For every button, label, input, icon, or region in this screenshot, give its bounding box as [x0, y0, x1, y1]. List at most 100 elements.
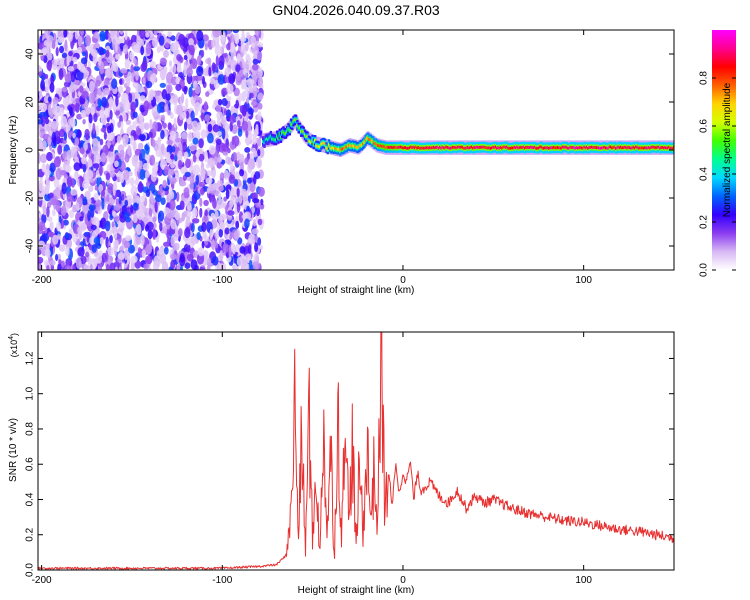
heatmap-cell: [226, 95, 232, 102]
heatmap-cell: [133, 191, 137, 204]
heatmap-cell: [281, 131, 284, 135]
heatmap-cell: [211, 39, 216, 48]
heatmap-cell: [368, 138, 371, 141]
heatmap-cell: [230, 186, 235, 198]
heatmap-cell: [92, 144, 99, 156]
heatmap-cell: [630, 146, 633, 150]
heatmap-cell: [140, 63, 147, 72]
heatmap-cell: [165, 151, 171, 164]
heatmap-cell: [99, 30, 106, 42]
heatmap-cell: [626, 146, 629, 150]
heatmap-cell: [229, 160, 234, 173]
heatmap-cell: [97, 56, 102, 66]
heatmap-cell: [243, 261, 249, 270]
heatmap-cell: [378, 144, 381, 148]
heatmap-cell: [210, 212, 216, 219]
heatmap-cell: [65, 258, 73, 267]
heatmap-cell: [201, 49, 205, 58]
heatmap-cell: [217, 156, 222, 163]
heatmap-cell: [88, 204, 96, 212]
heatmap-cell: [204, 42, 208, 51]
heatmap-cell: [109, 234, 113, 244]
y-tick-label: 0.6: [25, 457, 36, 471]
heatmap-cell: [229, 174, 236, 184]
heatmap-cell: [474, 146, 477, 150]
heatmap-cell: [47, 96, 52, 103]
heatmap-cell: [53, 156, 61, 168]
heatmap-cell: [611, 146, 614, 150]
heatmap-cell: [184, 262, 191, 270]
heatmap-cell: [484, 146, 487, 149]
heatmap-cell: [440, 146, 443, 150]
heatmap-cell: [138, 181, 143, 192]
heatmap-cell: [68, 106, 73, 116]
heatmap-cell: [403, 146, 407, 150]
y-tick-label: 1.2: [25, 351, 36, 365]
heatmap-cell: [144, 170, 150, 178]
heatmap-cell: [257, 111, 262, 123]
x-tick-label: 100: [575, 575, 592, 586]
heatmap-cell: [142, 162, 150, 171]
heatmap-cell: [175, 83, 182, 92]
heatmap-cell: [170, 253, 177, 260]
heatmap-cell: [554, 146, 557, 150]
heatmap-cell: [152, 121, 158, 133]
heatmap-cell: [237, 128, 243, 137]
heatmap-cell: [225, 156, 232, 165]
heatmap-cell: [402, 146, 405, 150]
heatmap-cell: [206, 264, 211, 270]
heatmap-cell: [638, 146, 642, 150]
x-tick-label: -200: [32, 575, 52, 586]
heatmap-cell: [238, 69, 244, 78]
heatmap-cell: [177, 150, 183, 161]
heatmap-cell: [50, 74, 55, 85]
heatmap-cell: [38, 41, 44, 50]
heatmap-cell: [394, 145, 398, 149]
heatmap-cell: [375, 143, 379, 147]
heatmap-cell: [173, 50, 178, 57]
heatmap-cell: [205, 65, 209, 77]
heatmap-cell: [248, 158, 256, 170]
heatmap-cell: [86, 233, 90, 243]
heatmap-cell: [170, 153, 175, 160]
heatmap-cell: [257, 218, 263, 226]
heatmap-cell: [159, 44, 164, 52]
heatmap-cell: [130, 204, 134, 214]
heatmap-cell: [191, 236, 197, 246]
heatmap-cell: [197, 247, 204, 257]
snr-y-ticks: 0.0 0.2 0.4 0.6 0.8 1.0 1.2: [25, 351, 674, 577]
snr-scale-exponent: 4: [8, 336, 15, 340]
heatmap-cell: [45, 174, 49, 183]
heatmap-cell: [175, 137, 182, 143]
heatmap-cell: [590, 145, 594, 149]
colorbar: 0.0 0.2 0.4 0.6 0.8 Normalized spectral ampl…: [699, 30, 736, 277]
heatmap-cell: [204, 209, 208, 217]
heatmap-cell: [149, 154, 156, 166]
heatmap-cell: [132, 202, 139, 211]
heatmap-cell: [145, 42, 152, 55]
heatmap-cell: [531, 146, 534, 149]
heatmap-cell: [423, 146, 427, 150]
heatmap-cell: [671, 146, 674, 150]
heatmap-cell: [585, 145, 589, 149]
heatmap-cell: [38, 179, 44, 192]
heatmap-cell: [506, 145, 509, 149]
heatmap-cell: [257, 92, 264, 101]
heatmap-cell: [104, 106, 111, 118]
heatmap-cell: [170, 162, 176, 169]
heatmap-cell: [47, 53, 53, 61]
heatmap-cell: [186, 253, 194, 262]
heatmap-cell: [622, 146, 625, 150]
heatmap-cell: [200, 112, 205, 122]
heatmap-cell: [321, 141, 324, 145]
heatmap-cell: [544, 146, 547, 150]
heatmap-cell: [254, 242, 259, 253]
heatmap-cell: [100, 127, 107, 133]
heatmap-cell: [251, 228, 259, 235]
heatmap-cell: [561, 145, 565, 149]
heatmap-cell: [129, 177, 135, 187]
heatmap-cell: [52, 136, 57, 147]
heatmap-cell: [211, 255, 219, 266]
heatmap-cell: [472, 146, 475, 150]
heatmap-cell: [141, 249, 147, 259]
